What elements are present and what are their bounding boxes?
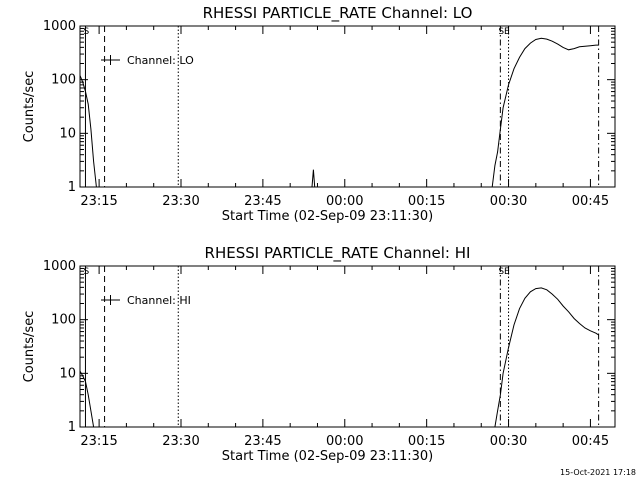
y-tick-label: 1000 <box>43 259 76 274</box>
chart-panel-lo: RHESSI PARTICLE_RATE Channel: LO 1 10 100 10… <box>22 4 616 224</box>
plot-frame <box>79 265 616 428</box>
chart-title: RHESSI PARTICLE_RATE Channel: LO <box>203 4 473 23</box>
series-line <box>491 37 599 188</box>
x-tick-label: 00:00 <box>326 434 363 449</box>
x-tick-label: 00:15 <box>408 434 445 449</box>
legend-label: Channel: HI <box>127 294 191 307</box>
y-tick-label: 10 <box>59 366 76 381</box>
legend-label: Channel: LO <box>127 54 194 67</box>
event-marker-label: S <box>83 27 89 37</box>
x-tick-label: 23:45 <box>244 194 281 209</box>
y-tick-label: 1000 <box>43 19 76 34</box>
series-line <box>311 169 316 188</box>
series-line <box>494 287 599 428</box>
y-tick-label: 100 <box>51 73 76 88</box>
event-marker-label: SE <box>498 27 510 37</box>
chart-title: RHESSI PARTICLE_RATE Channel: HI <box>205 244 471 263</box>
x-tick-label: 23:15 <box>80 194 117 209</box>
event-marker-label: SE <box>498 267 510 277</box>
x-tick-label: 23:15 <box>80 434 117 449</box>
x-tick-label: 23:30 <box>162 434 199 449</box>
x-tick-label: 00:15 <box>408 194 445 209</box>
x-tick-label: 23:30 <box>162 194 199 209</box>
generation-timestamp: 15-Oct-2021 17:18 <box>560 468 636 477</box>
x-tick-label: 00:30 <box>490 434 527 449</box>
x-tick-label: 00:30 <box>490 194 527 209</box>
series-line <box>79 370 95 428</box>
plot-frame <box>79 25 616 188</box>
x-tick-label: 00:45 <box>572 434 609 449</box>
x-tick-label: 00:45 <box>572 194 609 209</box>
y-axis-label: Counts/sec <box>22 71 37 143</box>
x-tick-label: 00:00 <box>326 194 363 209</box>
y-tick-label: 100 <box>51 313 76 328</box>
x-axis-label: Start Time (02-Sep-09 23:11:30) <box>222 449 433 464</box>
x-axis-label: Start Time (02-Sep-09 23:11:30) <box>222 209 433 224</box>
y-tick-label: 1 <box>68 420 76 435</box>
y-tick-label: 10 <box>59 126 76 141</box>
y-tick-label: 1 <box>68 180 76 195</box>
series-line <box>79 75 97 188</box>
event-marker-label: S <box>83 267 89 277</box>
chart-panel-hi: RHESSI PARTICLE_RATE Channel: HI 1 10 100 10… <box>22 244 616 464</box>
x-tick-label: 23:45 <box>244 434 281 449</box>
y-axis-label: Counts/sec <box>22 311 37 383</box>
